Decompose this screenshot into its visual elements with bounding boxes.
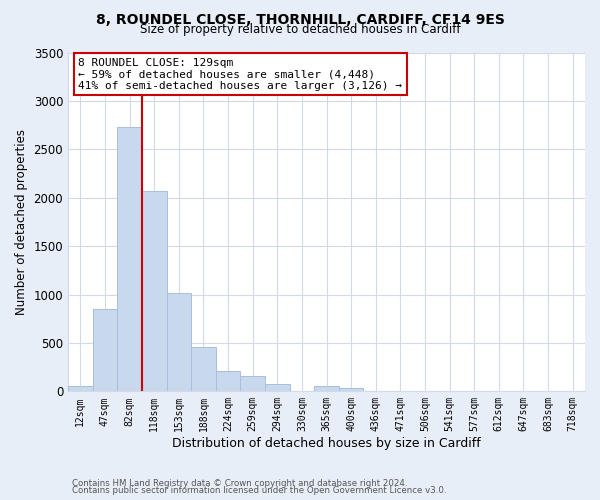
Bar [142,191,167,392]
Y-axis label: Number of detached properties: Number of detached properties [15,129,28,315]
X-axis label: Distribution of detached houses by size in Cardiff: Distribution of detached houses by size … [172,437,481,450]
Bar [265,384,290,392]
Text: 8, ROUNDEL CLOSE, THORNHILL, CARDIFF, CF14 9ES: 8, ROUNDEL CLOSE, THORNHILL, CARDIFF, CF… [95,12,505,26]
Text: Contains public sector information licensed under the Open Government Licence v3: Contains public sector information licen… [72,486,446,495]
Bar [191,347,216,392]
Text: Contains HM Land Registry data © Crown copyright and database right 2024.: Contains HM Land Registry data © Crown c… [72,478,407,488]
Bar [167,292,191,392]
Bar [241,376,265,392]
Bar [117,127,142,392]
Bar [339,388,364,392]
Text: Size of property relative to detached houses in Cardiff: Size of property relative to detached ho… [140,22,460,36]
Bar [68,386,92,392]
Bar [92,309,117,392]
Text: 8 ROUNDEL CLOSE: 129sqm
← 59% of detached houses are smaller (4,448)
41% of semi: 8 ROUNDEL CLOSE: 129sqm ← 59% of detache… [79,58,403,91]
Bar [314,386,339,392]
Bar [216,372,241,392]
